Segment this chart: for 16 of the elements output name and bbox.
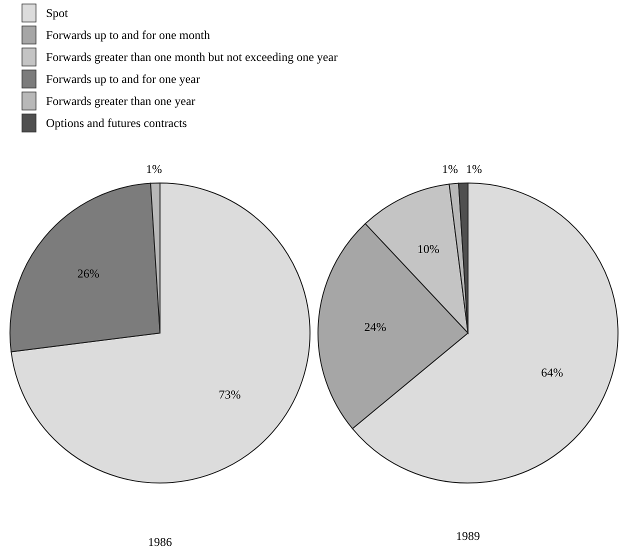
legend-label: Forwards greater than one year [46, 94, 196, 108]
data-label: 1% [442, 162, 458, 176]
text: 1986 [148, 535, 172, 549]
legend-label: Options and futures contracts [46, 116, 188, 130]
data-label: 73% [218, 388, 241, 402]
legend-label: Spot [46, 6, 69, 20]
data-label: 64% [541, 366, 564, 380]
text: 1989 [456, 529, 480, 543]
data-label: 1% [466, 162, 482, 176]
data-label: 10% [417, 242, 440, 256]
data-label: 24% [364, 320, 386, 334]
legend-label: Forwards up to and for one year [46, 72, 200, 86]
data-label: 26% [77, 266, 100, 281]
data-label: 1% [146, 162, 162, 176]
legend-label: Forwards up to and for one month [46, 28, 210, 42]
legend-label: Forwards greater than one month but not exceeding one year [46, 50, 338, 64]
